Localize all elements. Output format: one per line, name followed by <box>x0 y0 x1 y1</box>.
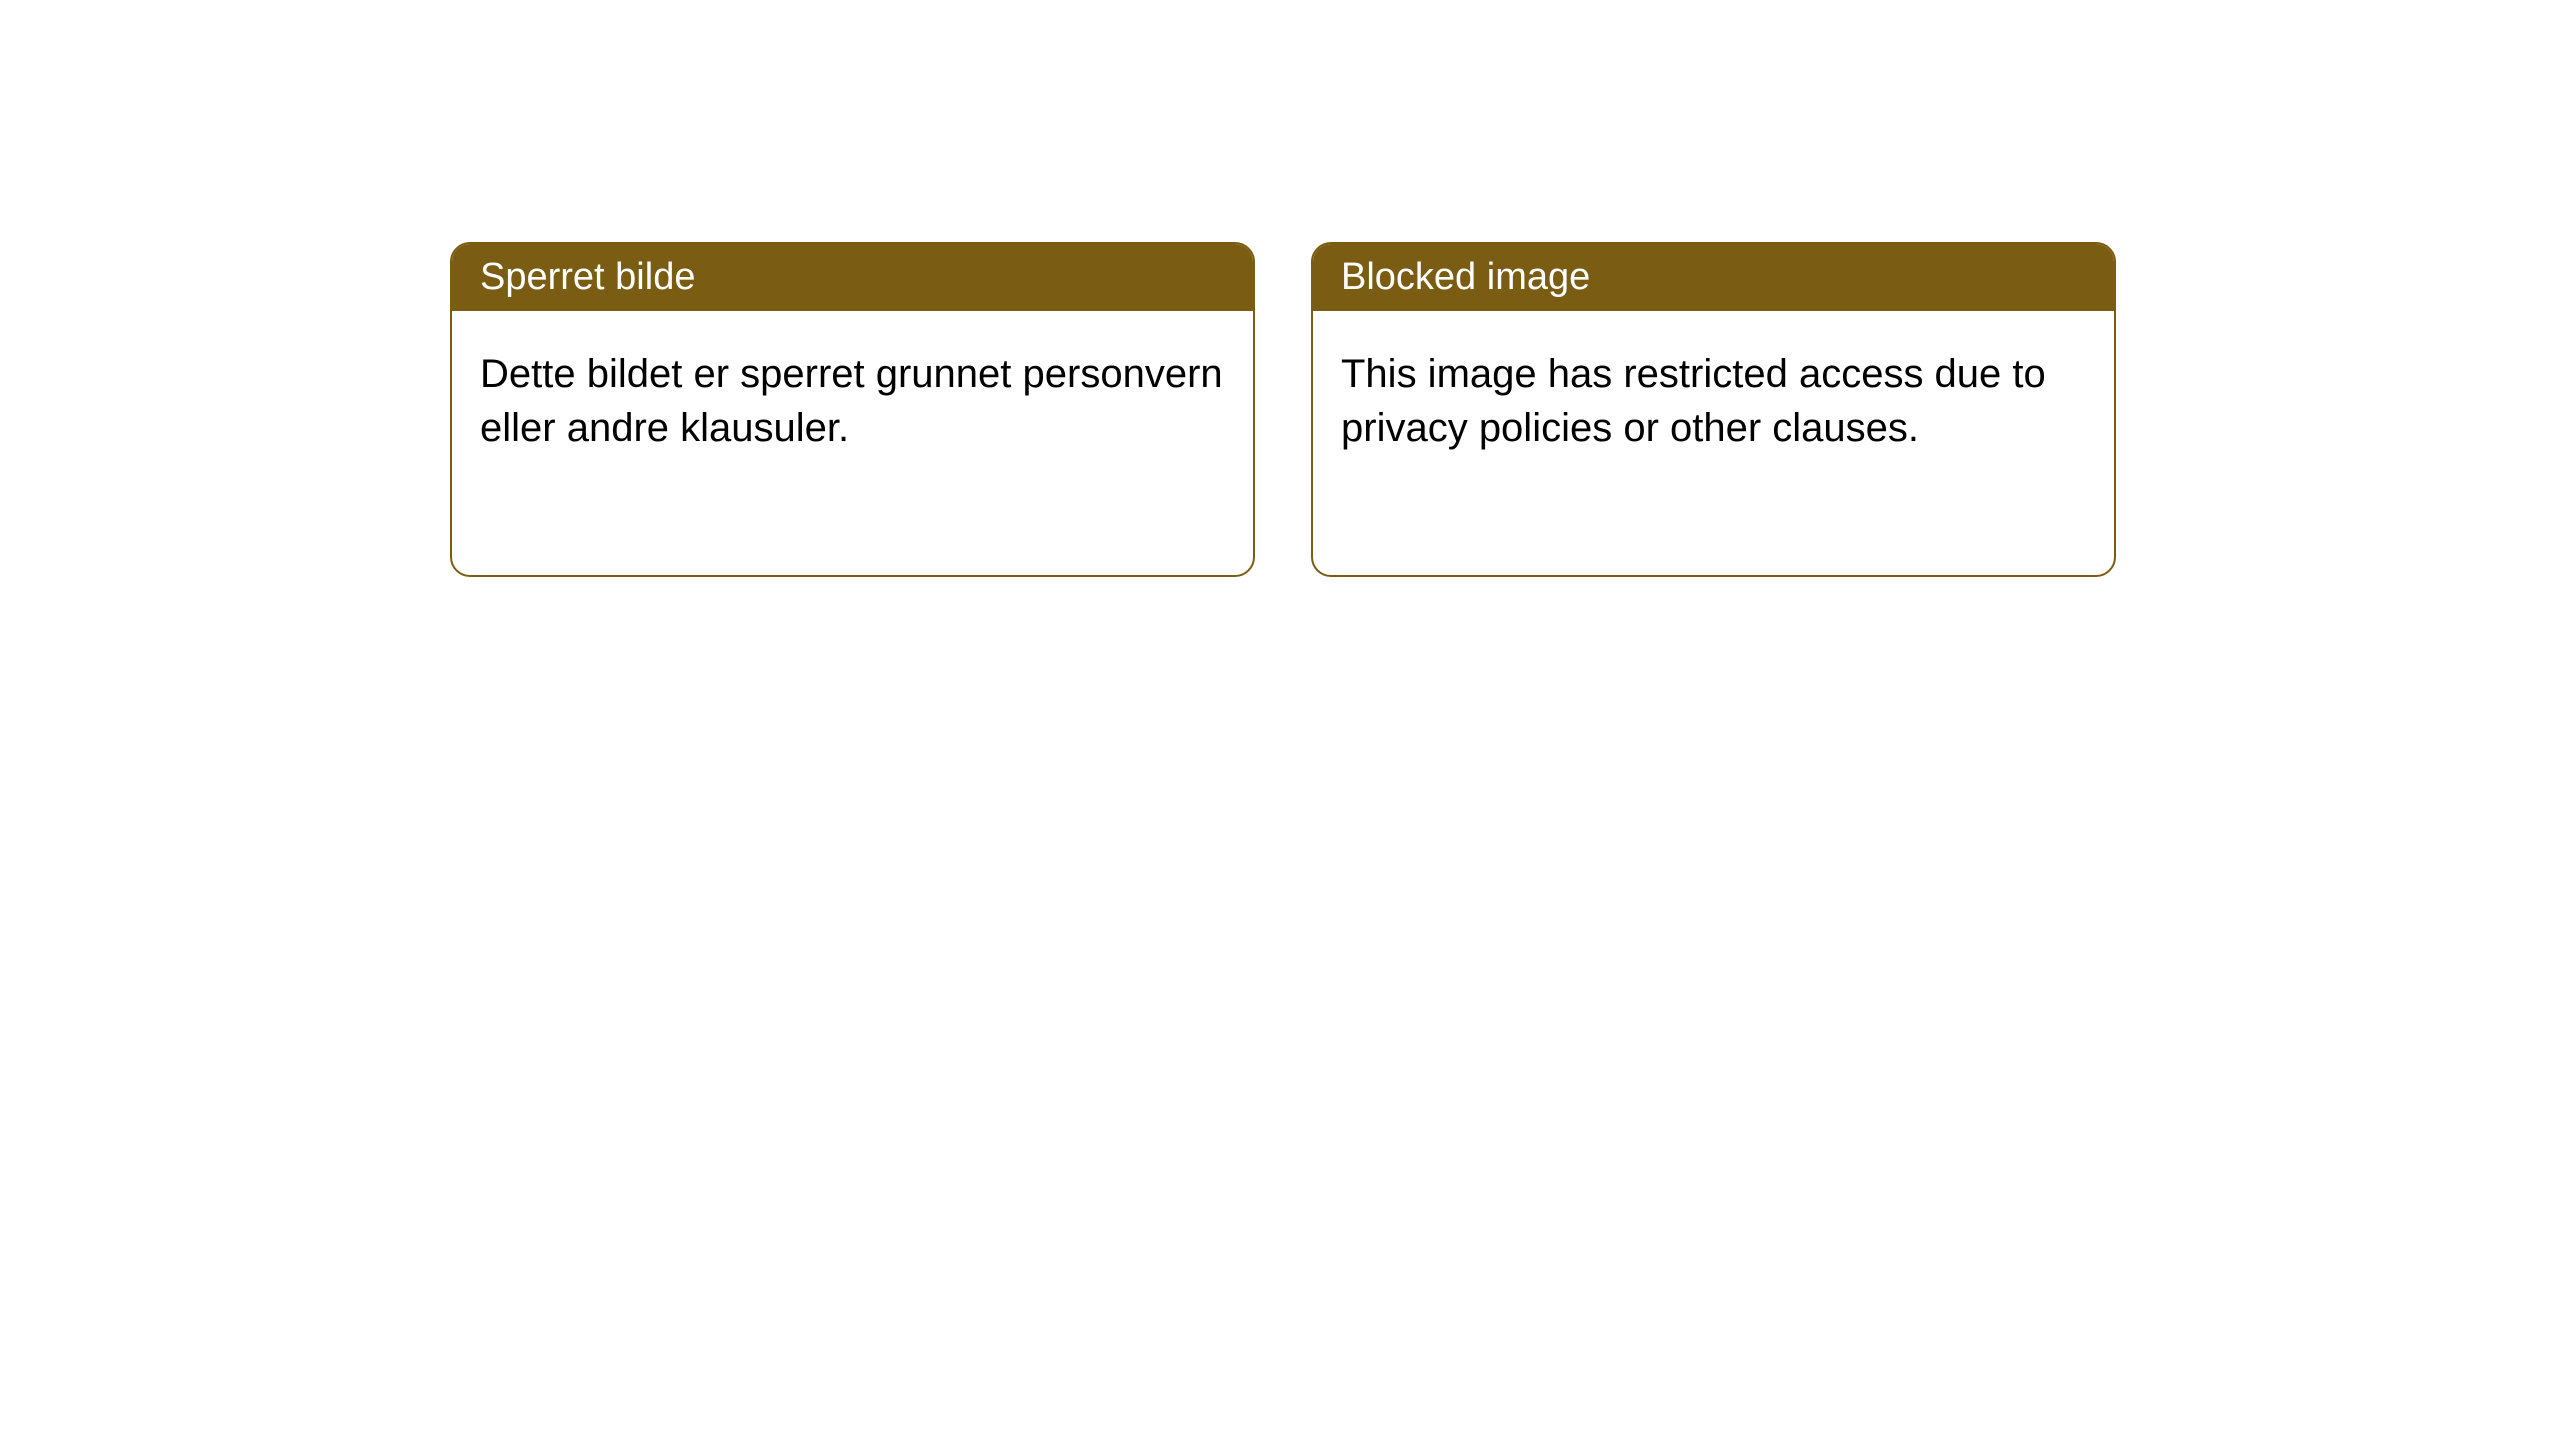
card-title: Blocked image <box>1341 256 1590 298</box>
card-header: Blocked image <box>1313 244 2114 311</box>
card-body: Dette bildet er sperret grunnet personve… <box>452 311 1253 491</box>
card-title: Sperret bilde <box>480 256 695 298</box>
notice-card-container: Sperret bilde Dette bildet er sperret gr… <box>450 242 2116 577</box>
notice-card-norwegian: Sperret bilde Dette bildet er sperret gr… <box>450 242 1255 577</box>
card-header: Sperret bilde <box>452 244 1253 311</box>
card-body-text: Dette bildet er sperret grunnet personve… <box>480 352 1223 450</box>
notice-card-english: Blocked image This image has restricted … <box>1311 242 2116 577</box>
card-body-text: This image has restricted access due to … <box>1341 352 2046 450</box>
card-body: This image has restricted access due to … <box>1313 311 2114 491</box>
